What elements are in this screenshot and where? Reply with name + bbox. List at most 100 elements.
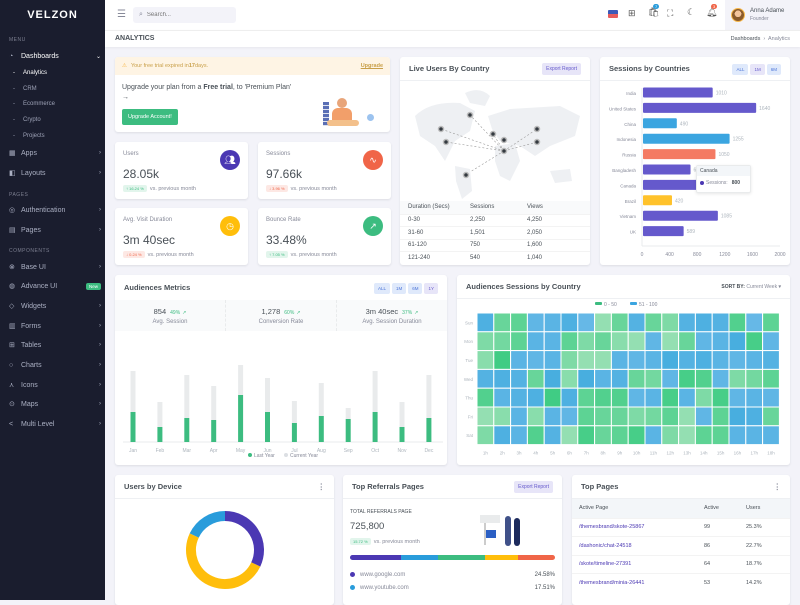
heatmap-cell bbox=[577, 406, 596, 427]
data-label: 1010 bbox=[716, 91, 727, 97]
stat-value: 97.66k bbox=[266, 167, 303, 181]
heatmap-cell bbox=[476, 368, 495, 389]
heatmap-cell bbox=[678, 331, 696, 352]
heatmap-cell bbox=[526, 350, 545, 370]
fullscreen-icon[interactable]: ⛶ bbox=[667, 8, 674, 18]
sidebar-item-multi-level[interactable]: < Multi Level › bbox=[9, 417, 101, 431]
breadcrumb-dashboards[interactable]: Dashboards bbox=[730, 36, 761, 42]
sidebar-item-maps[interactable]: ⊙ Maps › bbox=[9, 397, 101, 411]
sidebar-item-dashboards[interactable]: ◔ Dashboards ⌄ bbox=[9, 49, 101, 63]
sidebar-item-widgets[interactable]: ◇ Widgets › bbox=[9, 299, 101, 313]
sidebar-item-base-ui[interactable]: ⊗ Base UI › bbox=[9, 260, 101, 274]
filter-button-1m[interactable]: 1M bbox=[391, 282, 407, 294]
cart-icon[interactable]: 🛍︎ bbox=[648, 7, 660, 17]
more-vertical-icon[interactable]: ⋮ bbox=[773, 482, 782, 491]
arrow-up-right-icon: ↗ bbox=[182, 310, 187, 316]
heatmap-cell bbox=[678, 350, 696, 370]
bar-last-year-jul bbox=[291, 423, 297, 442]
filter-button-all[interactable]: ALL bbox=[732, 64, 749, 75]
world-map[interactable] bbox=[400, 81, 590, 199]
page-link[interactable]: /themesbrand/minia-26441 bbox=[579, 580, 645, 586]
y-tick-label: Russia bbox=[622, 153, 636, 158]
filter-button-6m[interactable]: 6M bbox=[408, 282, 423, 294]
audiences-metrics-card: Audiences Metrics ALL 1M 6M 1Y 854 49% ↗ Avg. S… bbox=[115, 275, 447, 465]
heatmap-cell bbox=[594, 350, 612, 370]
bar-vietnam bbox=[643, 210, 718, 221]
column-label: 17h bbox=[750, 451, 758, 456]
search-box[interactable]: ⌕ bbox=[133, 7, 236, 23]
submenu-item-crypto[interactable]: - Crypto bbox=[13, 114, 41, 126]
warning-icon: ⚠ bbox=[122, 63, 127, 69]
metric-change: 60% bbox=[284, 310, 295, 316]
heatmap-cell bbox=[476, 425, 495, 446]
heatmap-cell bbox=[560, 368, 579, 389]
heatmap-cell bbox=[694, 387, 713, 408]
chevron-down-icon: ⌄ bbox=[95, 53, 101, 60]
more-vertical-icon[interactable]: ⋮ bbox=[317, 482, 326, 491]
table-cell: 1,040 bbox=[527, 255, 543, 261]
sort-by-dropdown[interactable]: SORT BY: Current Week ▾ bbox=[721, 284, 781, 290]
filter-button-1m[interactable]: 1M bbox=[750, 64, 765, 75]
heatmap-cell bbox=[627, 312, 646, 333]
export-report-button[interactable]: Export Report bbox=[542, 62, 581, 75]
metric-value-row: 3m 40sec 37% ↗ bbox=[337, 307, 447, 316]
heatmap-cell bbox=[711, 368, 730, 389]
page-link[interactable]: /themesbrand/skote-25867 bbox=[579, 524, 645, 531]
heatmap-cell bbox=[745, 350, 764, 370]
page-link[interactable]: /skote/timeline-27391 bbox=[579, 561, 632, 568]
filter-button-1y[interactable]: 1Y bbox=[424, 282, 438, 294]
heatmap-cell bbox=[526, 406, 545, 427]
search-input[interactable] bbox=[146, 12, 227, 18]
apps-grid-icon[interactable]: ⊞ bbox=[628, 8, 636, 18]
referral-site-percent: 17.51% bbox=[534, 584, 555, 591]
sidebar-item-charts[interactable]: ○ Charts › bbox=[9, 358, 101, 372]
upgrade-link[interactable]: Upgrade bbox=[360, 63, 383, 69]
user-profile-dropdown[interactable]: Anna Adame Founder bbox=[725, 0, 800, 30]
notification-bell-icon[interactable]: 🔔︎ bbox=[706, 7, 718, 17]
submenu-item-ecommerce[interactable]: - Ecommerce bbox=[13, 98, 55, 110]
y-tick-label: Canada bbox=[620, 183, 636, 188]
bar-uk bbox=[643, 226, 684, 237]
sidebar-item-advance-ui[interactable]: ◍ Advance UI New bbox=[9, 279, 101, 293]
sidebar-item-label: Base UI bbox=[21, 263, 46, 271]
sidebar-item-pages[interactable]: ▤ Pages › bbox=[9, 223, 101, 237]
us-flag-icon[interactable] bbox=[608, 10, 618, 18]
heatmap-cell bbox=[678, 368, 696, 389]
layout-icon: ◧ bbox=[9, 170, 16, 177]
sidebar-item-tables[interactable]: ⊞ Tables › bbox=[9, 338, 101, 352]
submenu-item-projects[interactable]: - Projects bbox=[13, 130, 45, 142]
hamburger-menu-icon[interactable]: ☰ bbox=[117, 9, 126, 20]
upgrade-account-button[interactable]: Upgrade Account! bbox=[122, 109, 178, 125]
user-role: Founder bbox=[750, 16, 769, 22]
heatmap-cell bbox=[678, 387, 696, 408]
submenu-item-analytics[interactable]: - Analytics bbox=[13, 67, 47, 79]
heatmap-cell bbox=[661, 406, 680, 427]
export-report-button[interactable]: Export Report bbox=[514, 480, 553, 493]
row-label: Tue bbox=[465, 358, 473, 363]
column-label: 1h bbox=[483, 451, 489, 456]
submenu-label: Ecommerce bbox=[23, 101, 56, 108]
submenu-item-crm[interactable]: - CRM bbox=[13, 83, 37, 95]
heatmap-cell bbox=[644, 312, 663, 333]
stat-value: 33.48% bbox=[266, 233, 307, 247]
heatmap-cell bbox=[577, 312, 596, 333]
sidebar-item-layouts[interactable]: ◧ Layouts › bbox=[9, 166, 101, 180]
x-tick-label: Mar bbox=[182, 448, 191, 454]
sidebar: VELZON MENU PAGES COMPONENTS ◔ Dashboards ⌄ ▦ A… bbox=[0, 0, 105, 600]
page-link[interactable]: /dashonic/chat-24518 bbox=[579, 542, 632, 549]
bar-current-year-nov bbox=[399, 402, 405, 427]
filter-button-all[interactable]: ALL bbox=[373, 282, 390, 294]
stat-comparison: ↑ 7.05 % vs. previous month bbox=[266, 251, 337, 258]
x-tick-label: 800 bbox=[693, 252, 702, 258]
dark-mode-moon-icon[interactable]: ☾ bbox=[687, 7, 696, 17]
sidebar-item-authentication[interactable]: ◎ Authentication › bbox=[9, 203, 101, 217]
stack-icon: ◍ bbox=[9, 283, 16, 290]
sidebar-item-forms[interactable]: ▥ Forms › bbox=[9, 319, 101, 333]
sidebar-item-apps[interactable]: ▦ Apps › bbox=[9, 146, 101, 160]
sidebar-item-icons[interactable]: ⋏ Icons › bbox=[9, 378, 101, 392]
sort-label: SORT BY: bbox=[721, 283, 745, 290]
sort-value: Current Week bbox=[746, 283, 778, 290]
heatmap-cell bbox=[711, 425, 730, 446]
heatmap-cell bbox=[644, 387, 663, 408]
filter-button-6m[interactable]: 6M bbox=[766, 64, 781, 75]
